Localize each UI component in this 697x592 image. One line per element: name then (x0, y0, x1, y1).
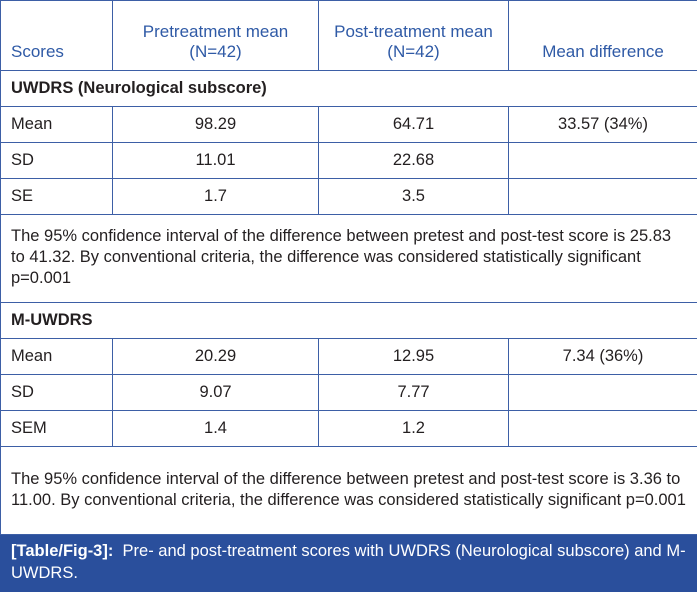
table-cell: 11.01 (113, 143, 319, 179)
table-cell: SE (1, 179, 113, 215)
header-posttreatment: Post-treatment mean (N=42) (319, 1, 509, 71)
table-cell (509, 375, 697, 411)
table-cell: SD (1, 375, 113, 411)
scores-table: Scores Pretreatment mean (N=42) Post-tre… (0, 0, 697, 535)
table-cell: Mean (1, 339, 113, 375)
note-row: The 95% confidence interval of the diffe… (1, 447, 697, 535)
table-cell: 12.95 (319, 339, 509, 375)
table-cell (509, 179, 697, 215)
table-cell: 1.4 (113, 411, 319, 447)
table-cell: Mean (1, 107, 113, 143)
table-cell: 7.34 (36%) (509, 339, 697, 375)
note-row: The 95% confidence interval of the diffe… (1, 215, 697, 303)
header-row: Scores Pretreatment mean (N=42) Post-tre… (1, 1, 697, 71)
table-cell (509, 143, 697, 179)
table-cell: SEM (1, 411, 113, 447)
table-cell: 98.29 (113, 107, 319, 143)
table-cell: 22.68 (319, 143, 509, 179)
table-cell: 3.5 (319, 179, 509, 215)
header-pretreatment: Pretreatment mean (N=42) (113, 1, 319, 71)
table-cell: 20.29 (113, 339, 319, 375)
header-scores: Scores (1, 1, 113, 71)
caption-label: [Table/Fig-3]: (11, 542, 113, 560)
section-row: M-UWDRS (1, 303, 697, 339)
section-title: UWDRS (Neurological subscore) (1, 71, 697, 107)
section-title: M-UWDRS (1, 303, 697, 339)
header-mean-difference: Mean difference (509, 1, 697, 71)
table-cell: 64.71 (319, 107, 509, 143)
table-cell: 7.77 (319, 375, 509, 411)
caption-text: Pre- and post-treatment scores with UWDR… (11, 542, 686, 582)
table-cell: 33.57 (34%) (509, 107, 697, 143)
section-note: The 95% confidence interval of the diffe… (1, 215, 697, 303)
section-note: The 95% confidence interval of the diffe… (1, 447, 697, 535)
table-cell: 9.07 (113, 375, 319, 411)
table-cell: SD (1, 143, 113, 179)
table-cell: 1.7 (113, 179, 319, 215)
table-cell: 1.2 (319, 411, 509, 447)
section-row: UWDRS (Neurological subscore) (1, 71, 697, 107)
table-caption: [Table/Fig-3]: Pre- and post-treatment s… (0, 535, 697, 592)
table-cell (509, 411, 697, 447)
